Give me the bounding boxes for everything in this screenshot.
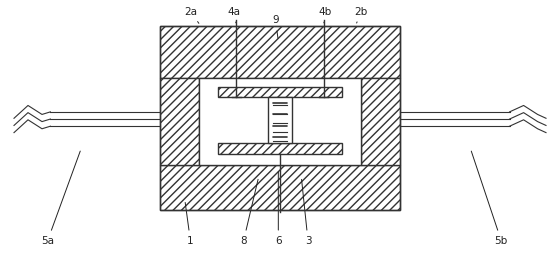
Text: 6: 6 xyxy=(275,172,282,246)
Text: 4a: 4a xyxy=(227,6,241,23)
Text: 1: 1 xyxy=(185,202,194,246)
Text: 5b: 5b xyxy=(472,151,508,246)
Text: 5a: 5a xyxy=(41,151,80,246)
Text: 4b: 4b xyxy=(318,6,332,23)
Text: 2a: 2a xyxy=(184,6,199,23)
Bar xyxy=(218,143,342,154)
Bar xyxy=(199,78,361,165)
Bar xyxy=(160,26,400,78)
Bar xyxy=(160,78,199,165)
Text: 8: 8 xyxy=(240,179,258,246)
Bar xyxy=(361,78,400,165)
Text: 2b: 2b xyxy=(354,6,368,23)
Text: 9: 9 xyxy=(272,15,279,38)
Bar xyxy=(160,26,400,210)
Bar xyxy=(218,87,342,97)
Text: 3: 3 xyxy=(302,179,311,246)
Bar xyxy=(268,97,292,143)
Bar xyxy=(160,165,400,210)
